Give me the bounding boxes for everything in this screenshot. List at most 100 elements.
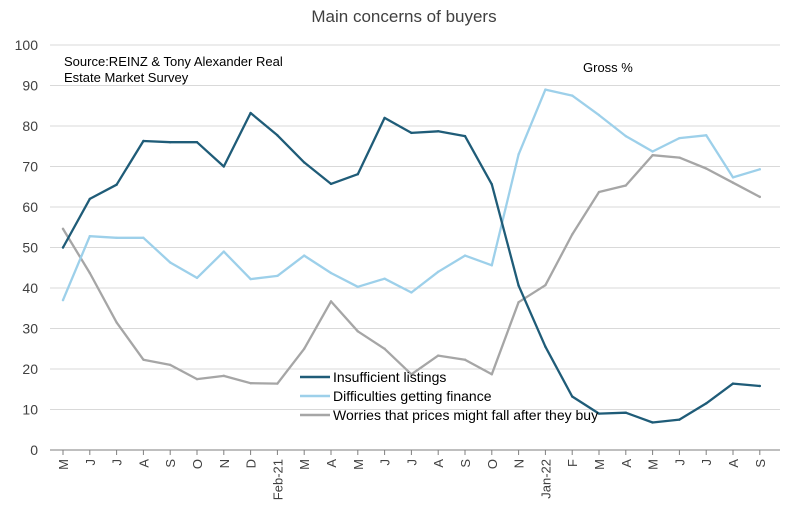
data-point — [597, 113, 601, 117]
data-point — [142, 139, 145, 143]
legend-label: Insufficient listings — [333, 369, 446, 385]
data-point — [544, 88, 547, 91]
x-tick-label: A — [726, 459, 741, 468]
legend-item: Insufficient listings — [300, 369, 446, 385]
x-tick-label: J — [83, 459, 98, 466]
x-axis: M J J A S O N D Feb-21 M A M J J A S O N Jan-22 F M A M J J A S — [50, 449, 780, 500]
data-point — [276, 134, 279, 137]
x-tick-label: S — [163, 459, 178, 468]
data-point — [731, 382, 735, 385]
data-point — [490, 264, 493, 267]
x-tick-label: M — [351, 459, 366, 470]
data-point — [249, 277, 252, 281]
data-point — [115, 236, 118, 239]
x-tick-label: S — [753, 459, 768, 468]
legend-label: Difficulties getting finance — [333, 388, 492, 404]
data-point — [517, 284, 520, 287]
unit-label: Gross % — [583, 60, 633, 75]
data-point — [222, 165, 225, 168]
data-point — [705, 134, 708, 137]
data-point — [276, 382, 279, 385]
data-point — [678, 418, 681, 421]
data-point — [624, 134, 627, 138]
y-tick-label: 80 — [22, 118, 38, 134]
data-point — [329, 300, 333, 303]
data-point — [169, 141, 172, 144]
series-0 — [61, 111, 761, 424]
data-point — [303, 161, 306, 164]
x-tick-label: A — [136, 459, 151, 468]
data-point — [195, 377, 199, 381]
x-tick-label: M — [646, 459, 661, 470]
data-point — [249, 111, 252, 115]
y-tick-label: 0 — [30, 442, 38, 458]
series-2 — [61, 153, 761, 385]
data-point — [222, 250, 225, 253]
data-point — [115, 183, 118, 186]
x-tick-label: M — [592, 459, 607, 470]
data-point — [142, 358, 145, 361]
x-tick-label: N — [217, 459, 232, 468]
data-point — [303, 347, 306, 350]
legend-label: Worries that prices might fall after the… — [333, 407, 598, 423]
y-tick-label: 30 — [22, 321, 38, 337]
y-tick-label: 10 — [22, 402, 38, 418]
data-point — [678, 136, 681, 140]
source-note-line-1: Source:REINZ & Tony Alexander Real — [64, 54, 283, 69]
data-point — [356, 330, 359, 333]
x-tick-label: N — [512, 459, 527, 468]
data-point — [195, 141, 199, 144]
data-point — [678, 156, 681, 159]
data-point — [249, 381, 252, 385]
data-point — [437, 270, 440, 273]
y-tick-label: 40 — [22, 280, 38, 296]
x-tick-label: J — [378, 459, 393, 466]
data-point — [329, 182, 333, 186]
series-line — [61, 154, 761, 385]
data-point — [544, 345, 547, 348]
data-point — [651, 153, 654, 157]
data-point — [571, 395, 574, 398]
data-point — [597, 412, 601, 415]
data-point — [88, 197, 92, 201]
data-point — [731, 181, 735, 184]
data-point — [410, 131, 413, 135]
data-point — [356, 172, 359, 176]
legend: Insufficient listings Difficulties gettin… — [300, 369, 598, 423]
data-point — [705, 402, 708, 405]
data-point — [276, 274, 279, 278]
x-tick-label: Feb-21 — [270, 459, 285, 500]
y-tick-label: 70 — [22, 159, 38, 175]
data-point — [571, 233, 574, 236]
data-point — [303, 254, 306, 257]
x-tick-label: J — [699, 459, 714, 466]
data-point — [61, 246, 65, 249]
data-point — [490, 373, 493, 376]
data-point — [195, 276, 199, 280]
data-point — [383, 277, 386, 280]
source-note-line-2: Estate Market Survey — [64, 70, 189, 85]
x-tick-label: D — [244, 459, 259, 468]
data-point — [329, 271, 333, 275]
data-point — [463, 254, 467, 257]
data-point — [758, 168, 761, 171]
gridlines — [50, 44, 780, 410]
x-tick-label: O — [190, 459, 205, 469]
data-series — [61, 88, 761, 424]
data-point — [142, 236, 145, 239]
x-tick-label: A — [619, 459, 634, 468]
data-point — [571, 94, 574, 97]
x-tick-label: Jan-22 — [538, 459, 553, 499]
x-tick-label: A — [431, 459, 446, 468]
y-tick-label: 50 — [22, 240, 38, 256]
data-point — [169, 363, 172, 367]
x-tick-label: A — [324, 459, 339, 468]
x-tick-label: J — [404, 459, 419, 466]
x-tick-label: J — [672, 459, 687, 466]
y-tick-label: 60 — [22, 199, 38, 215]
data-point — [490, 183, 493, 186]
data-point — [88, 271, 92, 275]
x-tick-label: M — [297, 459, 312, 470]
data-point — [651, 150, 654, 153]
data-point — [463, 358, 467, 361]
